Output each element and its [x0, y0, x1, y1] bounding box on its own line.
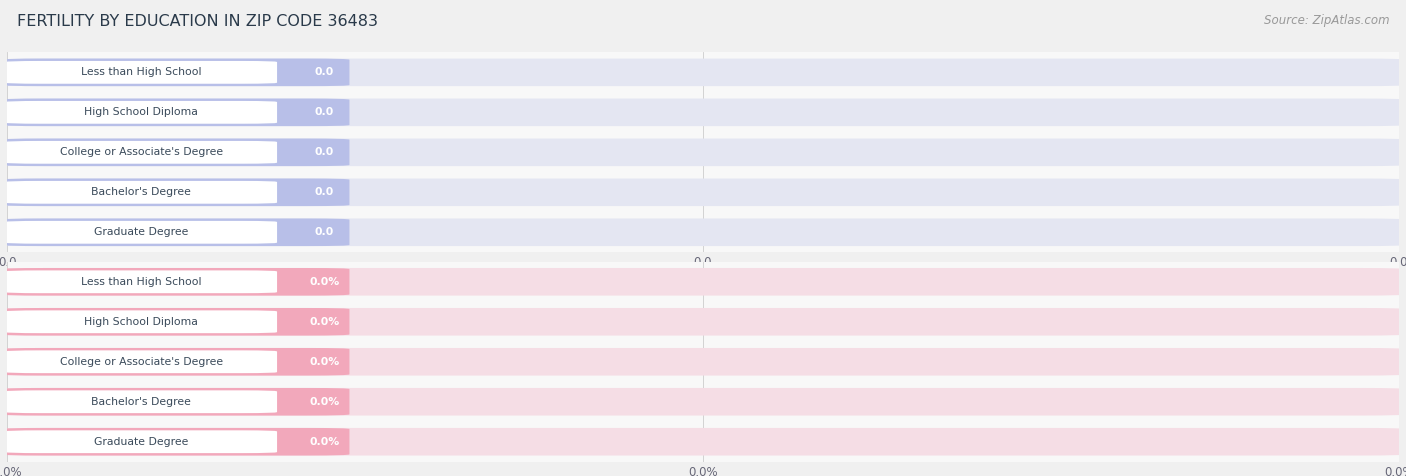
- FancyBboxPatch shape: [6, 430, 277, 453]
- FancyBboxPatch shape: [6, 390, 277, 413]
- FancyBboxPatch shape: [1, 139, 350, 166]
- Text: 0.0: 0.0: [315, 187, 335, 198]
- FancyBboxPatch shape: [1, 99, 350, 126]
- FancyBboxPatch shape: [1, 178, 1405, 206]
- Text: 0.0: 0.0: [315, 107, 335, 118]
- FancyBboxPatch shape: [1, 388, 1405, 416]
- Text: 0.0%: 0.0%: [309, 277, 339, 287]
- FancyBboxPatch shape: [6, 181, 277, 204]
- FancyBboxPatch shape: [1, 218, 350, 246]
- Text: Less than High School: Less than High School: [82, 277, 201, 287]
- FancyBboxPatch shape: [1, 268, 350, 296]
- FancyBboxPatch shape: [1, 268, 1405, 296]
- Text: 0.0: 0.0: [315, 67, 335, 78]
- FancyBboxPatch shape: [1, 99, 1405, 126]
- FancyBboxPatch shape: [6, 101, 277, 124]
- FancyBboxPatch shape: [6, 61, 277, 84]
- FancyBboxPatch shape: [6, 350, 277, 373]
- FancyBboxPatch shape: [1, 308, 1405, 336]
- Text: 0.0%: 0.0%: [309, 317, 339, 327]
- Text: Graduate Degree: Graduate Degree: [94, 227, 188, 238]
- Text: 0.0%: 0.0%: [309, 397, 339, 407]
- Text: High School Diploma: High School Diploma: [84, 317, 198, 327]
- Text: Bachelor's Degree: Bachelor's Degree: [91, 397, 191, 407]
- Text: 0.0%: 0.0%: [309, 436, 339, 447]
- FancyBboxPatch shape: [1, 428, 1405, 456]
- FancyBboxPatch shape: [6, 270, 277, 293]
- Text: Source: ZipAtlas.com: Source: ZipAtlas.com: [1264, 14, 1389, 27]
- FancyBboxPatch shape: [6, 310, 277, 333]
- Text: Less than High School: Less than High School: [82, 67, 201, 78]
- FancyBboxPatch shape: [1, 59, 350, 86]
- FancyBboxPatch shape: [1, 348, 1405, 376]
- FancyBboxPatch shape: [6, 141, 277, 164]
- FancyBboxPatch shape: [1, 139, 1405, 166]
- Text: Graduate Degree: Graduate Degree: [94, 436, 188, 447]
- FancyBboxPatch shape: [1, 308, 350, 336]
- FancyBboxPatch shape: [6, 221, 277, 244]
- Text: College or Associate's Degree: College or Associate's Degree: [60, 147, 224, 158]
- FancyBboxPatch shape: [1, 178, 350, 206]
- Text: 0.0: 0.0: [315, 227, 335, 238]
- FancyBboxPatch shape: [1, 218, 1405, 246]
- Text: 0.0: 0.0: [315, 147, 335, 158]
- Text: 0.0%: 0.0%: [309, 357, 339, 367]
- FancyBboxPatch shape: [1, 348, 350, 376]
- FancyBboxPatch shape: [1, 59, 1405, 86]
- FancyBboxPatch shape: [1, 388, 350, 416]
- Text: Bachelor's Degree: Bachelor's Degree: [91, 187, 191, 198]
- Text: FERTILITY BY EDUCATION IN ZIP CODE 36483: FERTILITY BY EDUCATION IN ZIP CODE 36483: [17, 14, 378, 30]
- Text: High School Diploma: High School Diploma: [84, 107, 198, 118]
- FancyBboxPatch shape: [1, 428, 350, 456]
- Text: College or Associate's Degree: College or Associate's Degree: [60, 357, 224, 367]
